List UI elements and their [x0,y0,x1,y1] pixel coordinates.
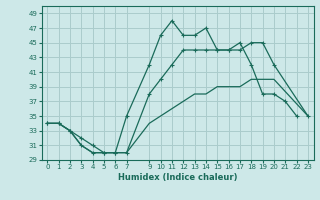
X-axis label: Humidex (Indice chaleur): Humidex (Indice chaleur) [118,173,237,182]
